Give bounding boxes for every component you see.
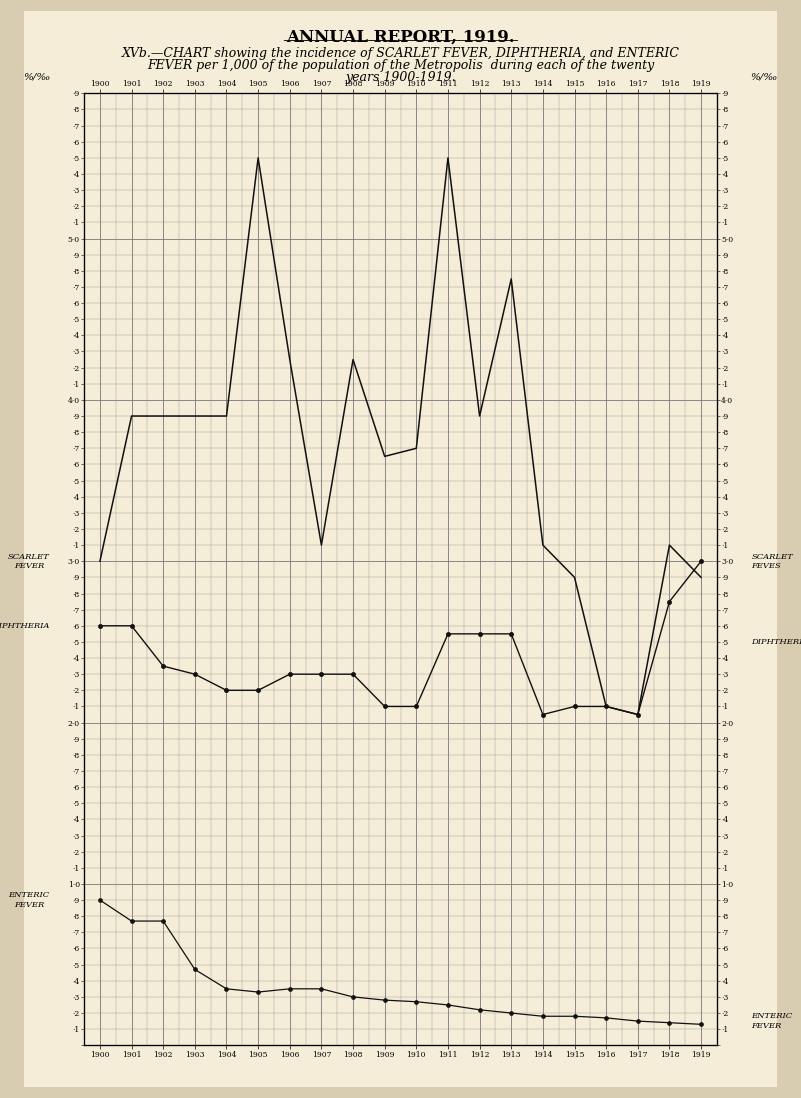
- Text: ANNUAL REPORT, 1919.: ANNUAL REPORT, 1919.: [286, 29, 515, 45]
- Text: DIPHTHERIA: DIPHTHERIA: [0, 621, 50, 630]
- Text: XVb.—CHART showing the incidence of SCARLET FEVER, DIPHTHERIA, and ENTERIC: XVb.—CHART showing the incidence of SCAR…: [122, 47, 679, 60]
- Text: years 1900-1919.: years 1900-1919.: [345, 71, 456, 85]
- Text: SCARLET
FEVER: SCARLET FEVER: [8, 552, 50, 570]
- Text: %/‰: %/‰: [751, 72, 778, 82]
- Text: ────────────────────────────────────────: ────────────────────────────────────────: [283, 36, 518, 46]
- Text: ENTERIC
FEVER: ENTERIC FEVER: [9, 892, 50, 909]
- Text: SCARLET
FEVES: SCARLET FEVES: [751, 552, 793, 570]
- Text: DIPHTHERIA: DIPHTHERIA: [751, 638, 801, 646]
- Text: FEVER per 1,000 of the population of the Metropolis  during each of the twenty: FEVER per 1,000 of the population of the…: [147, 59, 654, 72]
- Text: ENTERIC
FEVER: ENTERIC FEVER: [751, 1012, 792, 1030]
- Text: %/‰: %/‰: [23, 72, 50, 82]
